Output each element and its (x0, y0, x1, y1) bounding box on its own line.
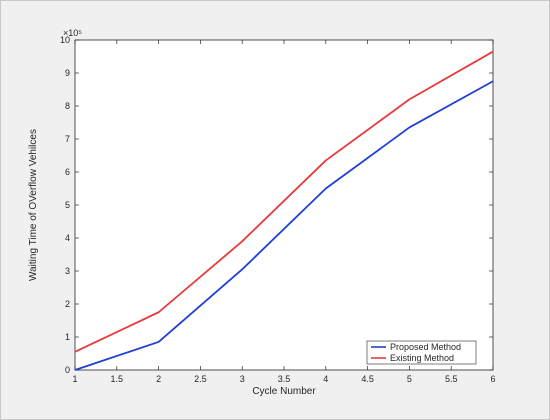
x-axis-label: Cycle Number (252, 386, 316, 397)
y-tick-label: 2 (65, 299, 70, 309)
x-tick-label: 6 (490, 374, 495, 384)
y-tick-label: 4 (65, 233, 70, 243)
x-tick-label: 5.5 (445, 374, 458, 384)
y-tick-label: 0 (65, 365, 70, 375)
y-tick-label: 3 (65, 266, 70, 276)
y-tick-label: 8 (65, 101, 70, 111)
y-axis-label: Waiting Time of OVerflow Vehilces (28, 129, 39, 281)
legend-label-proposed: Proposed Method (390, 342, 461, 352)
y-tick-label: 6 (65, 167, 70, 177)
y-tick-label: 1 (65, 332, 70, 342)
series-lines (74, 50, 494, 371)
legend: Proposed Method Existing Method (366, 340, 477, 365)
x-tick-label: 1 (72, 374, 77, 384)
series-line-existing (74, 50, 494, 353)
x-tick-label: 3 (240, 374, 245, 384)
y-tick-label: 7 (65, 134, 70, 144)
series-line-proposed (74, 80, 494, 371)
legend-box (366, 340, 477, 365)
x-tick-label: 4 (323, 374, 328, 384)
x-tick-label: 5 (407, 374, 412, 384)
legend-label-existing: Existing Method (390, 353, 454, 363)
x-tick-label: 4.5 (361, 374, 374, 384)
x-tick-label: 2.5 (194, 374, 207, 384)
y-exponent-label: ×10⁵ (63, 28, 82, 38)
x-tick-label: 3.5 (278, 374, 291, 384)
y-tick-label: 10 (60, 35, 70, 45)
plot-area (74, 39, 494, 371)
y-tick-label: 9 (65, 68, 70, 78)
x-tick-label: 2 (156, 374, 161, 384)
x-tick-label: 1.5 (111, 374, 124, 384)
y-tick-label: 5 (65, 200, 70, 210)
